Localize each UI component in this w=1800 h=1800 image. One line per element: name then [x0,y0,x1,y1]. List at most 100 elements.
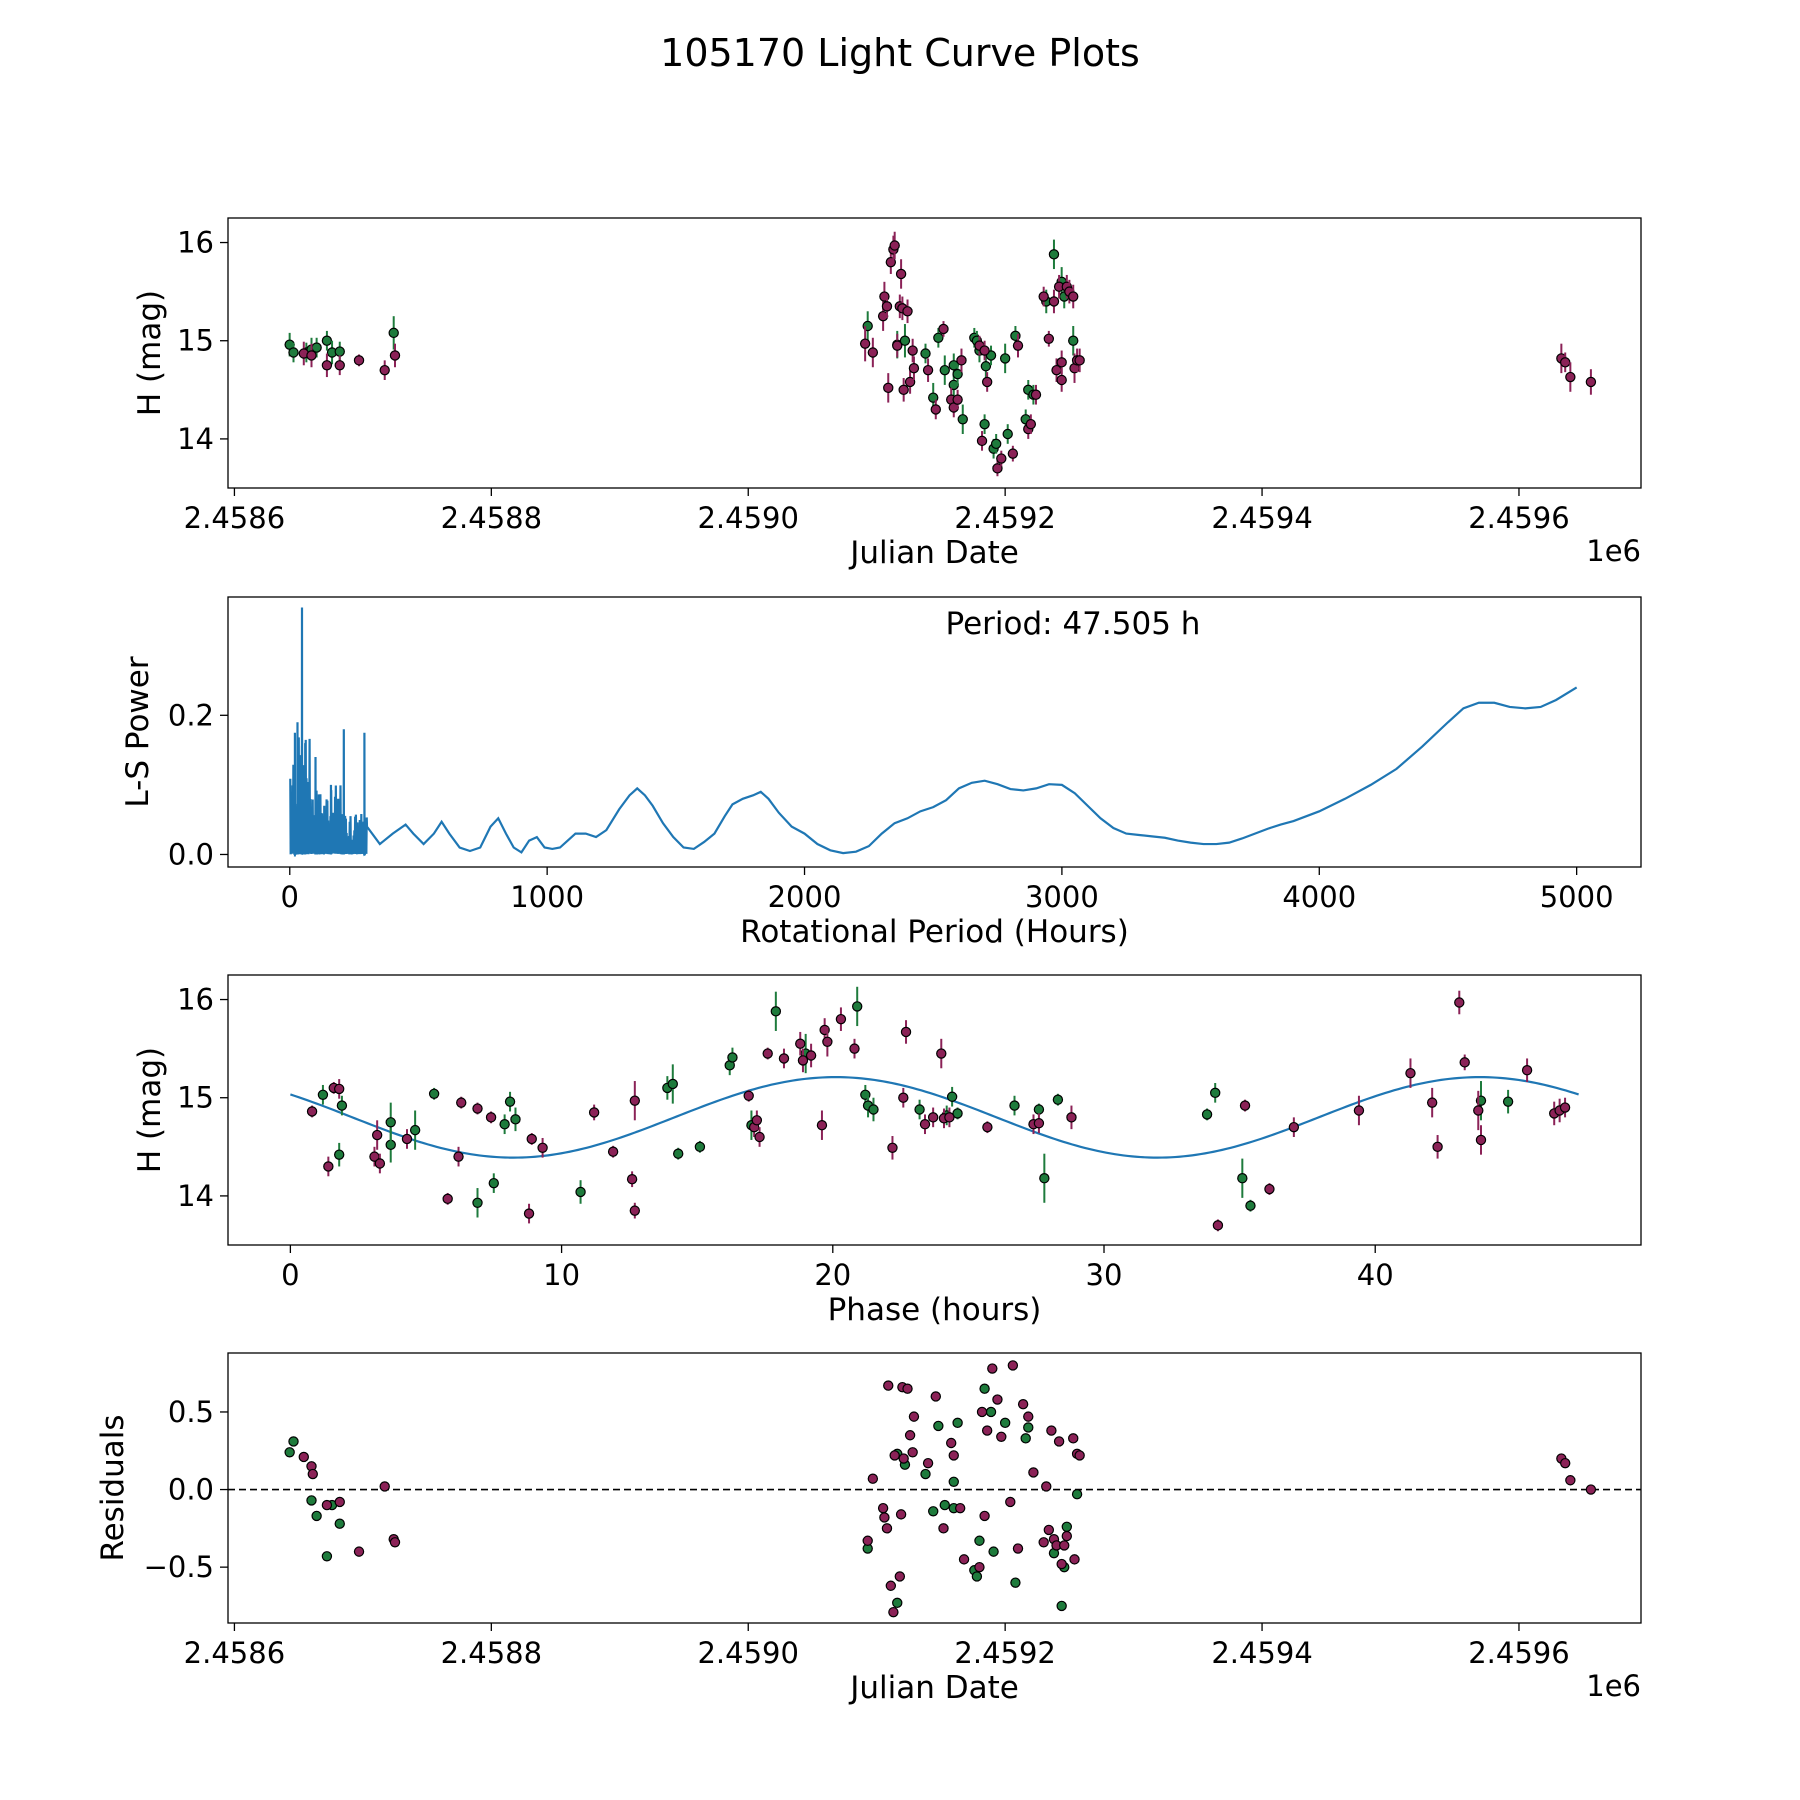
lightcurve-point [899,335,911,346]
lightcurve-point [883,382,894,394]
phased-point [317,1089,329,1100]
residuals-point [1043,1524,1055,1536]
phased-point [629,1205,641,1216]
phased-point [754,1131,765,1143]
residuals-point [883,1380,894,1391]
residuals-point [1020,1433,1031,1444]
lightcurve-point [1043,333,1055,344]
residuals-point [379,1481,390,1492]
lightcurve-point [306,350,317,361]
phased-point [849,1043,860,1054]
phased-point [472,1103,483,1114]
residuals-marks [228,1360,1641,1618]
periodogram-annotation: Period: 47.505 h [946,606,1201,642]
lightcurve-point [1002,428,1013,440]
periodogram-xtick-label: 5000 [1540,880,1614,914]
lightcurve-point [892,340,903,351]
residuals-point [938,1523,949,1534]
residuals-point [981,1425,993,1436]
lightcurve-xtick-label: 2.4588 [441,501,542,535]
residuals-xtick-label: 2.4596 [1468,1636,1569,1670]
phased-point [1239,1100,1251,1111]
residuals-point [948,1450,959,1461]
residuals-ytick-label: 0.5 [168,1395,214,1429]
residuals-point [1038,1537,1049,1548]
phased-point [927,1112,939,1123]
residuals-point [1023,1411,1034,1422]
phased-point [374,1158,386,1169]
residuals-panel: 2.4586 2.4588 2.4590 2.4592 2.4594 2.4596 −0.5… [95,1352,1642,1706]
lightcurve-point [1585,376,1597,388]
phased-point [1288,1121,1300,1133]
residuals-point [974,1535,985,1546]
phased-point [629,1095,641,1106]
lightcurve-point [1068,291,1079,302]
residuals-point [1565,1475,1576,1486]
residuals-point [334,1496,345,1508]
residuals-point [922,1457,934,1469]
residuals-point [1023,1422,1034,1433]
phased-point [1521,1065,1533,1076]
residuals-point [334,1518,345,1529]
phased-point [607,1146,619,1157]
residuals-point [311,1510,322,1522]
residuals-point [1010,1577,1021,1588]
residuals-xtick-label: 2.4586 [184,1636,285,1670]
residuals-point [902,1383,913,1394]
residuals-point [1007,1360,1019,1371]
periodogram-axes-frame [227,596,1642,868]
phased-marks [290,986,1579,1232]
residuals-xlabel: Julian Date [848,1670,1019,1706]
residuals-axes-frame [227,1352,1642,1624]
lightcurve-point [930,404,941,415]
phased-point [944,1112,955,1123]
lightcurve-point [933,332,944,343]
phased-point [442,1193,453,1205]
residuals-point [1041,1481,1052,1492]
lightcurve-point [321,360,333,371]
phased-point [751,1115,763,1126]
lightcurve-point [867,347,879,358]
residuals-xtick-label: 2.4588 [441,1636,542,1670]
phased-point [1405,1067,1416,1079]
lightcurve-marks [284,231,1597,477]
residuals-point [974,1561,985,1573]
lightcurve-ytick-label: 15 [177,324,214,358]
phased-point [982,1121,993,1133]
phased-point [1212,1220,1224,1231]
residuals-point [1069,1554,1080,1565]
periodogram-xlabel: Rotational Period (Hours) [740,914,1129,950]
residuals-ytick-label: 0.0 [168,1473,214,1507]
residuals-point [879,1512,890,1523]
residuals-point [881,1523,893,1534]
residuals-point [298,1451,309,1463]
residuals-point [1017,1399,1029,1410]
lightcurve-point [976,435,988,447]
phased-point [499,1119,510,1130]
lightcurve-point [379,364,390,376]
phased-xtick-label: 20 [814,1258,851,1292]
phased-ytick-label: 16 [177,983,214,1017]
periodogram-panel: 0 1000 2000 3000 4000 5000 0.0 0.2 Rotational Pe… [120,596,1642,950]
residuals-xtick-label: 2.4592 [954,1636,1055,1670]
lightcurve-point [881,301,893,312]
phased-point [336,1100,348,1111]
lightcurve-point [859,338,871,349]
residuals-point [904,1430,916,1441]
residuals-ylabel: Residuals [95,1414,131,1561]
residuals-point [862,1535,873,1546]
phased-point [1052,1094,1064,1105]
residuals-point [895,1509,907,1520]
residuals-point [1056,1558,1067,1570]
phased-xtick-label: 40 [1357,1258,1394,1292]
lightcurve-point [895,268,907,280]
phased-point [626,1174,638,1185]
lightcurve-xlabel: Julian Date [848,535,1019,571]
phased-point [1264,1183,1275,1195]
lightcurve-point [902,306,913,317]
phased-ytick-label: 14 [177,1179,214,1213]
phased-point [1033,1104,1045,1115]
lightcurve-point [889,240,900,251]
residuals-point [1056,1600,1067,1612]
